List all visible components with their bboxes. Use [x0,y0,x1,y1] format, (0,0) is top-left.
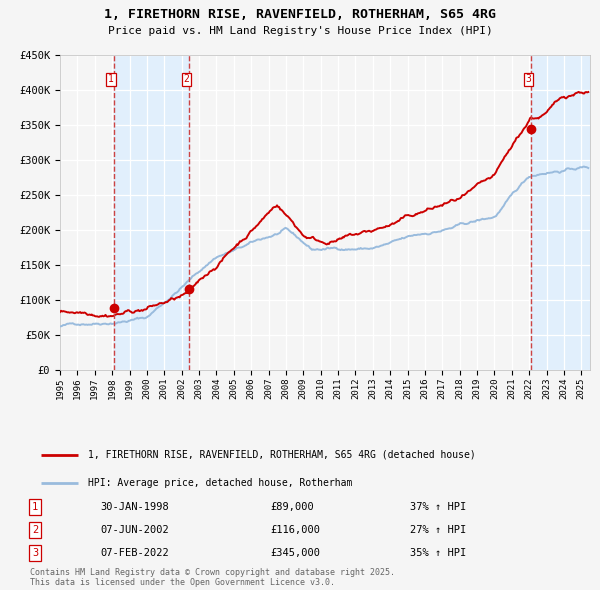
Text: 07-JUN-2002: 07-JUN-2002 [100,525,169,535]
Text: 07-FEB-2022: 07-FEB-2022 [100,548,169,558]
Text: £345,000: £345,000 [270,548,320,558]
Text: 3: 3 [526,74,531,84]
Text: 37% ↑ HPI: 37% ↑ HPI [410,502,466,512]
Text: 30-JAN-1998: 30-JAN-1998 [100,502,169,512]
Text: Contains HM Land Registry data © Crown copyright and database right 2025.
This d: Contains HM Land Registry data © Crown c… [30,568,395,588]
Text: 1: 1 [108,74,114,84]
Text: £89,000: £89,000 [270,502,314,512]
Text: HPI: Average price, detached house, Rotherham: HPI: Average price, detached house, Roth… [88,478,353,489]
Text: 1: 1 [32,502,38,512]
Text: £116,000: £116,000 [270,525,320,535]
Text: 27% ↑ HPI: 27% ↑ HPI [410,525,466,535]
Text: 2: 2 [184,74,190,84]
Bar [113,55,189,370]
Text: 35% ↑ HPI: 35% ↑ HPI [410,548,466,558]
Text: 2: 2 [32,525,38,535]
Text: 1, FIRETHORN RISE, RAVENFIELD, ROTHERHAM, S65 4RG (detached house): 1, FIRETHORN RISE, RAVENFIELD, ROTHERHAM… [88,450,476,460]
Bar [531,55,590,370]
Text: 1, FIRETHORN RISE, RAVENFIELD, ROTHERHAM, S65 4RG: 1, FIRETHORN RISE, RAVENFIELD, ROTHERHAM… [104,8,496,21]
Text: Price paid vs. HM Land Registry's House Price Index (HPI): Price paid vs. HM Land Registry's House … [107,26,493,36]
Text: 3: 3 [32,548,38,558]
